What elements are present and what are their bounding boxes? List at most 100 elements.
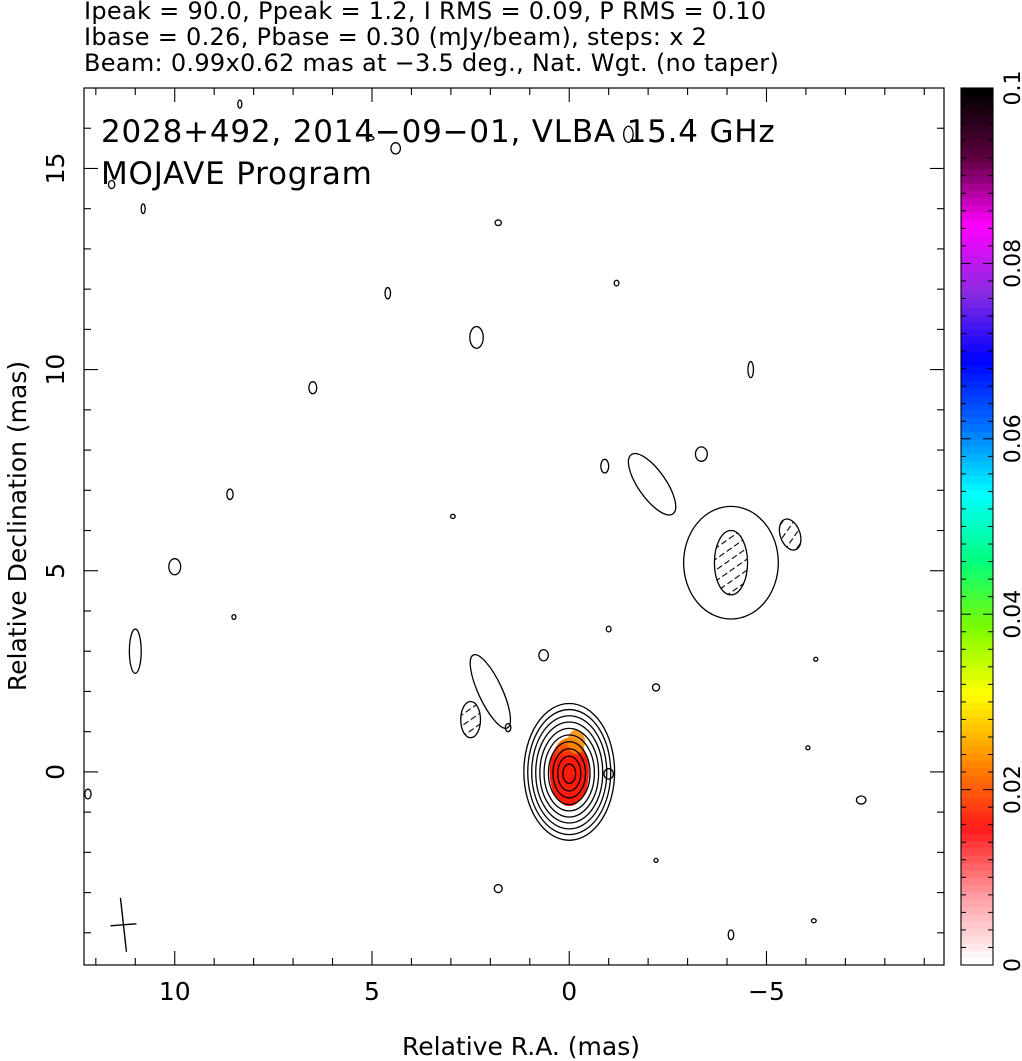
- x-axis-label: Relative R.A. (mas): [402, 1032, 640, 1061]
- colorbar-swatch: [961, 460, 993, 469]
- colorbar-swatch: [961, 358, 993, 367]
- contour-island: [694, 446, 708, 462]
- colorbar-swatch: [961, 818, 993, 827]
- colorbar-swatch: [961, 811, 993, 820]
- colorbar-swatch: [961, 204, 993, 213]
- colorbar-swatch: [961, 855, 993, 864]
- colorbar-swatch: [961, 197, 993, 206]
- contour-layer: [84, 99, 867, 952]
- colorbar-swatch: [961, 833, 993, 842]
- colorbar-swatch: [961, 336, 993, 345]
- contour-island: [813, 656, 819, 662]
- colorbar-swatch: [961, 88, 993, 96]
- colorbar-swatch: [961, 687, 993, 696]
- colorbar-swatch: [961, 219, 993, 228]
- colorbar-swatch: [961, 190, 993, 199]
- colorbar-swatch: [961, 789, 993, 798]
- contour-island: [365, 135, 375, 141]
- program-annotation: MOJAVE Program: [101, 156, 373, 192]
- contour-island: [504, 722, 512, 733]
- colorbar-swatch: [961, 584, 993, 593]
- colorbar-swatch: [961, 131, 993, 140]
- colorbar-swatch: [961, 869, 993, 878]
- contour-island: [651, 683, 661, 692]
- colorbar-swatch: [961, 278, 993, 286]
- contour-island: [231, 613, 237, 621]
- colorbar-tick-label: 0.06: [1001, 414, 1022, 463]
- colorbar-swatch: [961, 957, 993, 966]
- core-contour: [523, 702, 616, 841]
- colorbar-swatch: [961, 226, 993, 235]
- colorbar-swatch: [961, 424, 993, 433]
- source-annotation: 2028+492, 2014−09−01, VLBA 15.4 GHz: [101, 114, 775, 150]
- colorbar-swatch: [961, 928, 993, 937]
- contour-island: [384, 286, 392, 300]
- colorbar-swatch: [961, 351, 993, 360]
- contour-island: [603, 768, 615, 780]
- colorbar-swatch: [961, 701, 993, 710]
- colorbar-swatch: [961, 753, 993, 761]
- polarization-core-blob: [549, 737, 589, 807]
- core-contour: [552, 748, 587, 799]
- core-contour: [562, 763, 577, 785]
- colorbar-swatch: [961, 570, 993, 579]
- contour-island: [168, 558, 182, 576]
- contour-island: [226, 488, 234, 501]
- contour-island: [237, 99, 243, 109]
- colorbar-swatch: [961, 489, 993, 498]
- contour-island: [605, 625, 612, 633]
- colorbar-swatch: [961, 329, 993, 338]
- axis-ticks: 10 5 0 −5 0 5 10 15: [41, 88, 944, 1006]
- colorbar-swatch: [961, 723, 993, 732]
- colorbar-swatch: [961, 431, 993, 440]
- core-contour: [543, 734, 596, 812]
- contour-island: [855, 795, 867, 805]
- colorbar: 0 0.02 0.04 0.06 0.08 0.1: [960, 71, 1022, 972]
- core-contour: [547, 741, 591, 806]
- colorbar-swatch: [961, 672, 993, 681]
- colorbar-swatch: [961, 314, 993, 323]
- colorbar-swatch: [961, 899, 993, 908]
- y-tick-label: 0: [41, 764, 70, 780]
- colorbar-swatch: [961, 307, 993, 316]
- contour-island: [449, 513, 456, 520]
- contour-island: [747, 360, 755, 379]
- header-line-3: Beam: 0.99x0.62 mas at −3.5 deg., Nat. W…: [84, 49, 780, 77]
- colorbar-swatch: [961, 606, 993, 615]
- colorbar-swatch: [961, 643, 993, 652]
- x-tick-label: 5: [364, 977, 380, 1006]
- colorbar-swatch: [961, 658, 993, 666]
- colorbar-swatch: [961, 745, 993, 754]
- colorbar-swatch: [961, 563, 993, 571]
- colorbar-swatch: [961, 913, 993, 922]
- colorbar-swatch: [961, 804, 993, 813]
- colorbar-swatch: [961, 117, 993, 126]
- colorbar-swatch: [961, 592, 993, 601]
- x-tick-label: 10: [159, 977, 191, 1006]
- colorbar-swatch: [961, 446, 993, 455]
- colorbar-swatch: [961, 950, 993, 959]
- colorbar-swatch: [961, 256, 993, 264]
- colorbar-swatch: [961, 124, 993, 133]
- core-contour: [527, 708, 612, 836]
- colorbar-swatch: [961, 716, 993, 725]
- colorbar-swatch: [961, 409, 993, 418]
- colorbar-swatch: [961, 848, 993, 856]
- colorbar-swatch: [961, 139, 993, 148]
- colorbar-swatch: [961, 665, 993, 674]
- beam-marker-minor: [110, 923, 137, 927]
- colorbar-swatch: [961, 241, 993, 250]
- colorbar-tick-label: 0.08: [1001, 239, 1022, 288]
- colorbar-swatch: [961, 731, 993, 740]
- core-contour: [535, 721, 604, 824]
- colorbar-swatch: [961, 153, 993, 162]
- x-tick-label: 0: [561, 977, 577, 1006]
- colorbar-swatch: [961, 694, 993, 703]
- colorbar-swatch: [961, 511, 993, 520]
- contour-island: [727, 929, 735, 941]
- colorbar-swatch: [961, 183, 993, 191]
- colorbar-swatch: [961, 292, 993, 301]
- colorbar-swatch: [961, 935, 993, 944]
- colorbar-swatch: [961, 650, 993, 659]
